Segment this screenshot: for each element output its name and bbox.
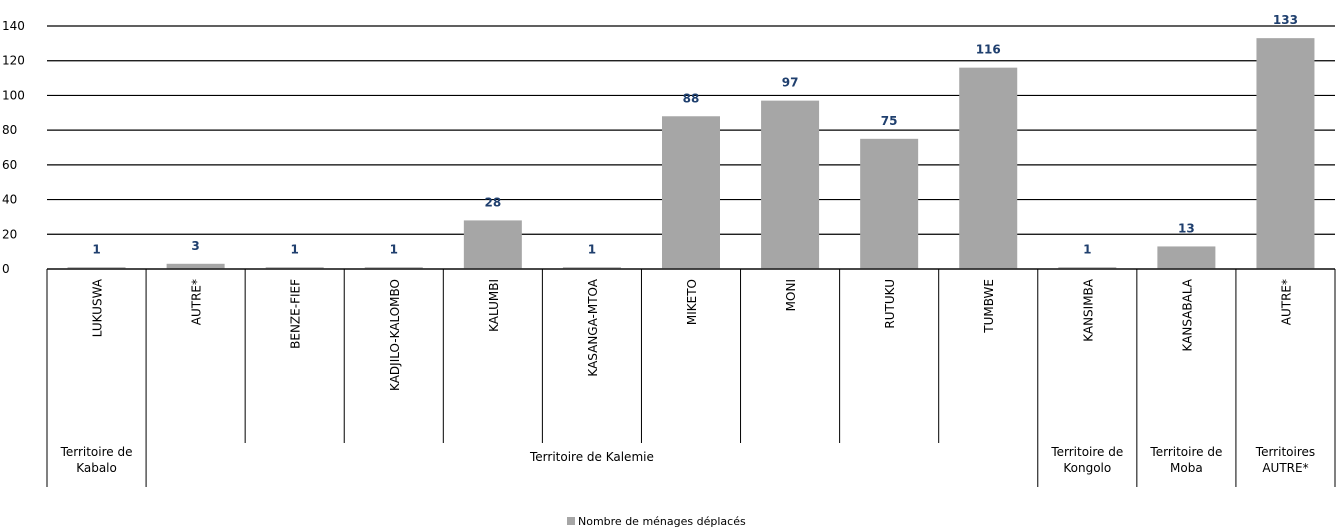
x-tick-label: MONI — [784, 279, 798, 311]
group-label: Moba — [1170, 461, 1203, 475]
x-tick-label: LUKUSWA — [91, 278, 105, 337]
x-tick-label: KADJILO-KALOMBO — [388, 279, 402, 391]
y-tick-label: 0 — [2, 262, 10, 276]
y-tick-label: 20 — [2, 227, 17, 241]
bar — [1256, 38, 1315, 270]
data-label: 75 — [881, 114, 898, 128]
group-label: Territoire de — [60, 445, 133, 459]
data-label: 97 — [782, 76, 799, 90]
legend: Nombre de ménages déplacés — [567, 515, 746, 528]
group-label: AUTRE* — [1262, 461, 1308, 475]
legend-swatch — [567, 517, 575, 525]
bar — [959, 67, 1018, 270]
x-tick-label: KANSABALA — [1180, 278, 1194, 351]
data-label: 1 — [92, 242, 100, 256]
y-axis-ticks: 0 20 40 60 80 100 120 140 — [2, 19, 25, 276]
data-label: 116 — [976, 43, 1001, 57]
group-label: Kabalo — [76, 461, 117, 475]
data-label: 3 — [191, 239, 199, 253]
bar — [662, 116, 720, 269]
x-tick-label: BENZE-FIEF — [289, 279, 303, 349]
y-tick-label: 80 — [2, 123, 17, 137]
group-label: Territoire de — [1149, 445, 1222, 459]
data-label: 1 — [1083, 242, 1091, 256]
y-tick-label: 100 — [2, 88, 25, 102]
data-label: 13 — [1178, 221, 1195, 235]
data-label: 28 — [484, 195, 501, 209]
group-label: Territoire de — [1050, 445, 1123, 459]
data-label: 1 — [588, 242, 596, 256]
data-label: 1 — [291, 242, 299, 256]
data-label: 1 — [390, 242, 398, 256]
bar — [1157, 246, 1216, 269]
x-tick-label: TUMBWE — [982, 279, 996, 334]
data-label: 88 — [683, 91, 700, 105]
x-tick-label: RUTUKU — [883, 279, 897, 329]
bar — [562, 267, 621, 269]
legend-label: Nombre de ménages déplacés — [578, 515, 746, 528]
x-tick-label: MIKETO — [685, 279, 699, 325]
bar — [860, 138, 919, 269]
x-axis: LUKUSWA AUTRE* BENZE-FIEF KADJILO-KALOMBO KA… — [46, 268, 1336, 487]
y-tick-label: 140 — [2, 19, 25, 33]
x-tick-label: AUTRE* — [190, 279, 204, 325]
group-label: Territoires — [1255, 445, 1315, 459]
y-tick-label: 60 — [2, 158, 17, 172]
x-tick-label: KANSIMBA — [1081, 278, 1095, 342]
bar — [761, 100, 820, 269]
group-label: Kongolo — [1063, 461, 1111, 475]
x-tick-label: KASANGA-MTOA — [586, 278, 600, 376]
bar — [265, 267, 324, 269]
y-tick-label: 40 — [2, 193, 17, 207]
bar — [166, 263, 225, 269]
bar — [67, 267, 126, 269]
bar — [1058, 267, 1117, 269]
bar — [463, 220, 522, 269]
x-tick-label: AUTRE* — [1279, 279, 1293, 325]
group-label: Territoire de Kalemie — [529, 450, 654, 464]
y-tick-label: 120 — [2, 54, 25, 68]
bars — [67, 38, 1315, 270]
data-label: 133 — [1273, 13, 1298, 27]
x-tick-label: KALUMBI — [487, 279, 501, 332]
bar — [364, 267, 423, 269]
